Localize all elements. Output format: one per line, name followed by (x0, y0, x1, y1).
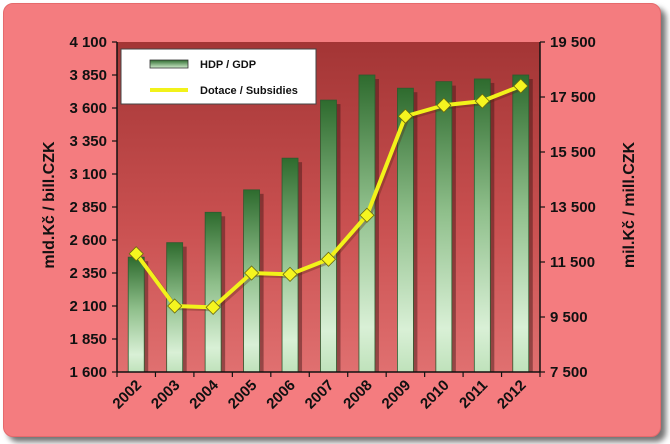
y-right-axis-label: mil.Kč / mill.CZK (621, 141, 638, 268)
bar-2007 (320, 99, 337, 373)
x-tick-label: 2005 (225, 377, 261, 413)
subsidies-point-2003 (167, 298, 183, 314)
bar-2011 (473, 78, 491, 373)
y-left-tick-label: 3 100 (69, 166, 107, 183)
subsidies-point-2010 (436, 97, 452, 113)
y-left-axis-label: mld.Kč / bill.CZK (41, 141, 58, 269)
y-left-tick-label: 2 850 (69, 199, 107, 216)
subsidies-point-2009 (397, 108, 413, 124)
y-right-tick-label: 17 500 (550, 89, 596, 106)
y-left-tick-label: 2 600 (69, 232, 107, 249)
line-series (128, 78, 529, 315)
y-right-tick-label: 13 500 (550, 199, 596, 216)
axes (112, 41, 545, 377)
subsidies-point-2007 (320, 251, 337, 267)
x-tick-label: 2006 (263, 377, 299, 413)
y-left-tick-label: 3 350 (69, 133, 107, 150)
y-left-tick-label: 2 350 (69, 265, 107, 282)
x-tick-label: 2002 (109, 377, 145, 413)
legend: HDP / GDP Dotace / Subsidies (120, 48, 317, 105)
bar-2006 (281, 157, 299, 373)
legend-box (120, 48, 317, 105)
legend-label-gdp: HDP / GDP (200, 59, 256, 71)
bar-2012 (512, 74, 530, 373)
x-tick-label: 2010 (417, 377, 453, 413)
x-tick-label: 2012 (494, 377, 530, 413)
subsidies-point-2004 (205, 299, 221, 315)
bar-2010 (435, 81, 453, 373)
y-right-tick-label: 19 500 (550, 34, 596, 51)
x-tick-label: 2009 (379, 377, 415, 413)
x-tick-label: 2003 (148, 377, 184, 413)
subsidies-point-2005 (244, 265, 260, 281)
bar-2004 (204, 211, 222, 373)
legend-bar-swatch (149, 59, 189, 69)
y-right-tick-label: 11 500 (550, 254, 595, 271)
x-tick-label: 2011 (456, 377, 491, 412)
y-right-tick-label: 9 500 (550, 309, 588, 326)
x-tick-label: 2008 (340, 377, 376, 413)
y-right-tick-label: 15 500 (550, 144, 596, 161)
y-left-tick-label: 3 600 (69, 100, 107, 117)
x-tick-label: 2007 (302, 377, 338, 413)
y-right-tick-label: 7 500 (550, 364, 588, 381)
x-tick-label: 2004 (186, 376, 222, 412)
y-left-tick-label: 3 850 (69, 67, 107, 84)
y-left-tick-label: 2 100 (69, 298, 107, 315)
y-left-tick-label: 1 600 (69, 364, 107, 381)
subsidies-point-2011 (474, 93, 490, 109)
y-left-tick-label: 1 850 (69, 331, 107, 348)
subsidies-point-2012 (513, 78, 529, 94)
legend-label-subsidies: Dotace / Subsidies (200, 85, 298, 97)
subsidies-point-2006 (282, 266, 298, 282)
bar-2002 (127, 256, 145, 373)
subsidies-point-2008 (359, 207, 375, 223)
subsidies-point-2002 (128, 246, 144, 262)
y-left-tick-label: 4 100 (69, 34, 107, 51)
